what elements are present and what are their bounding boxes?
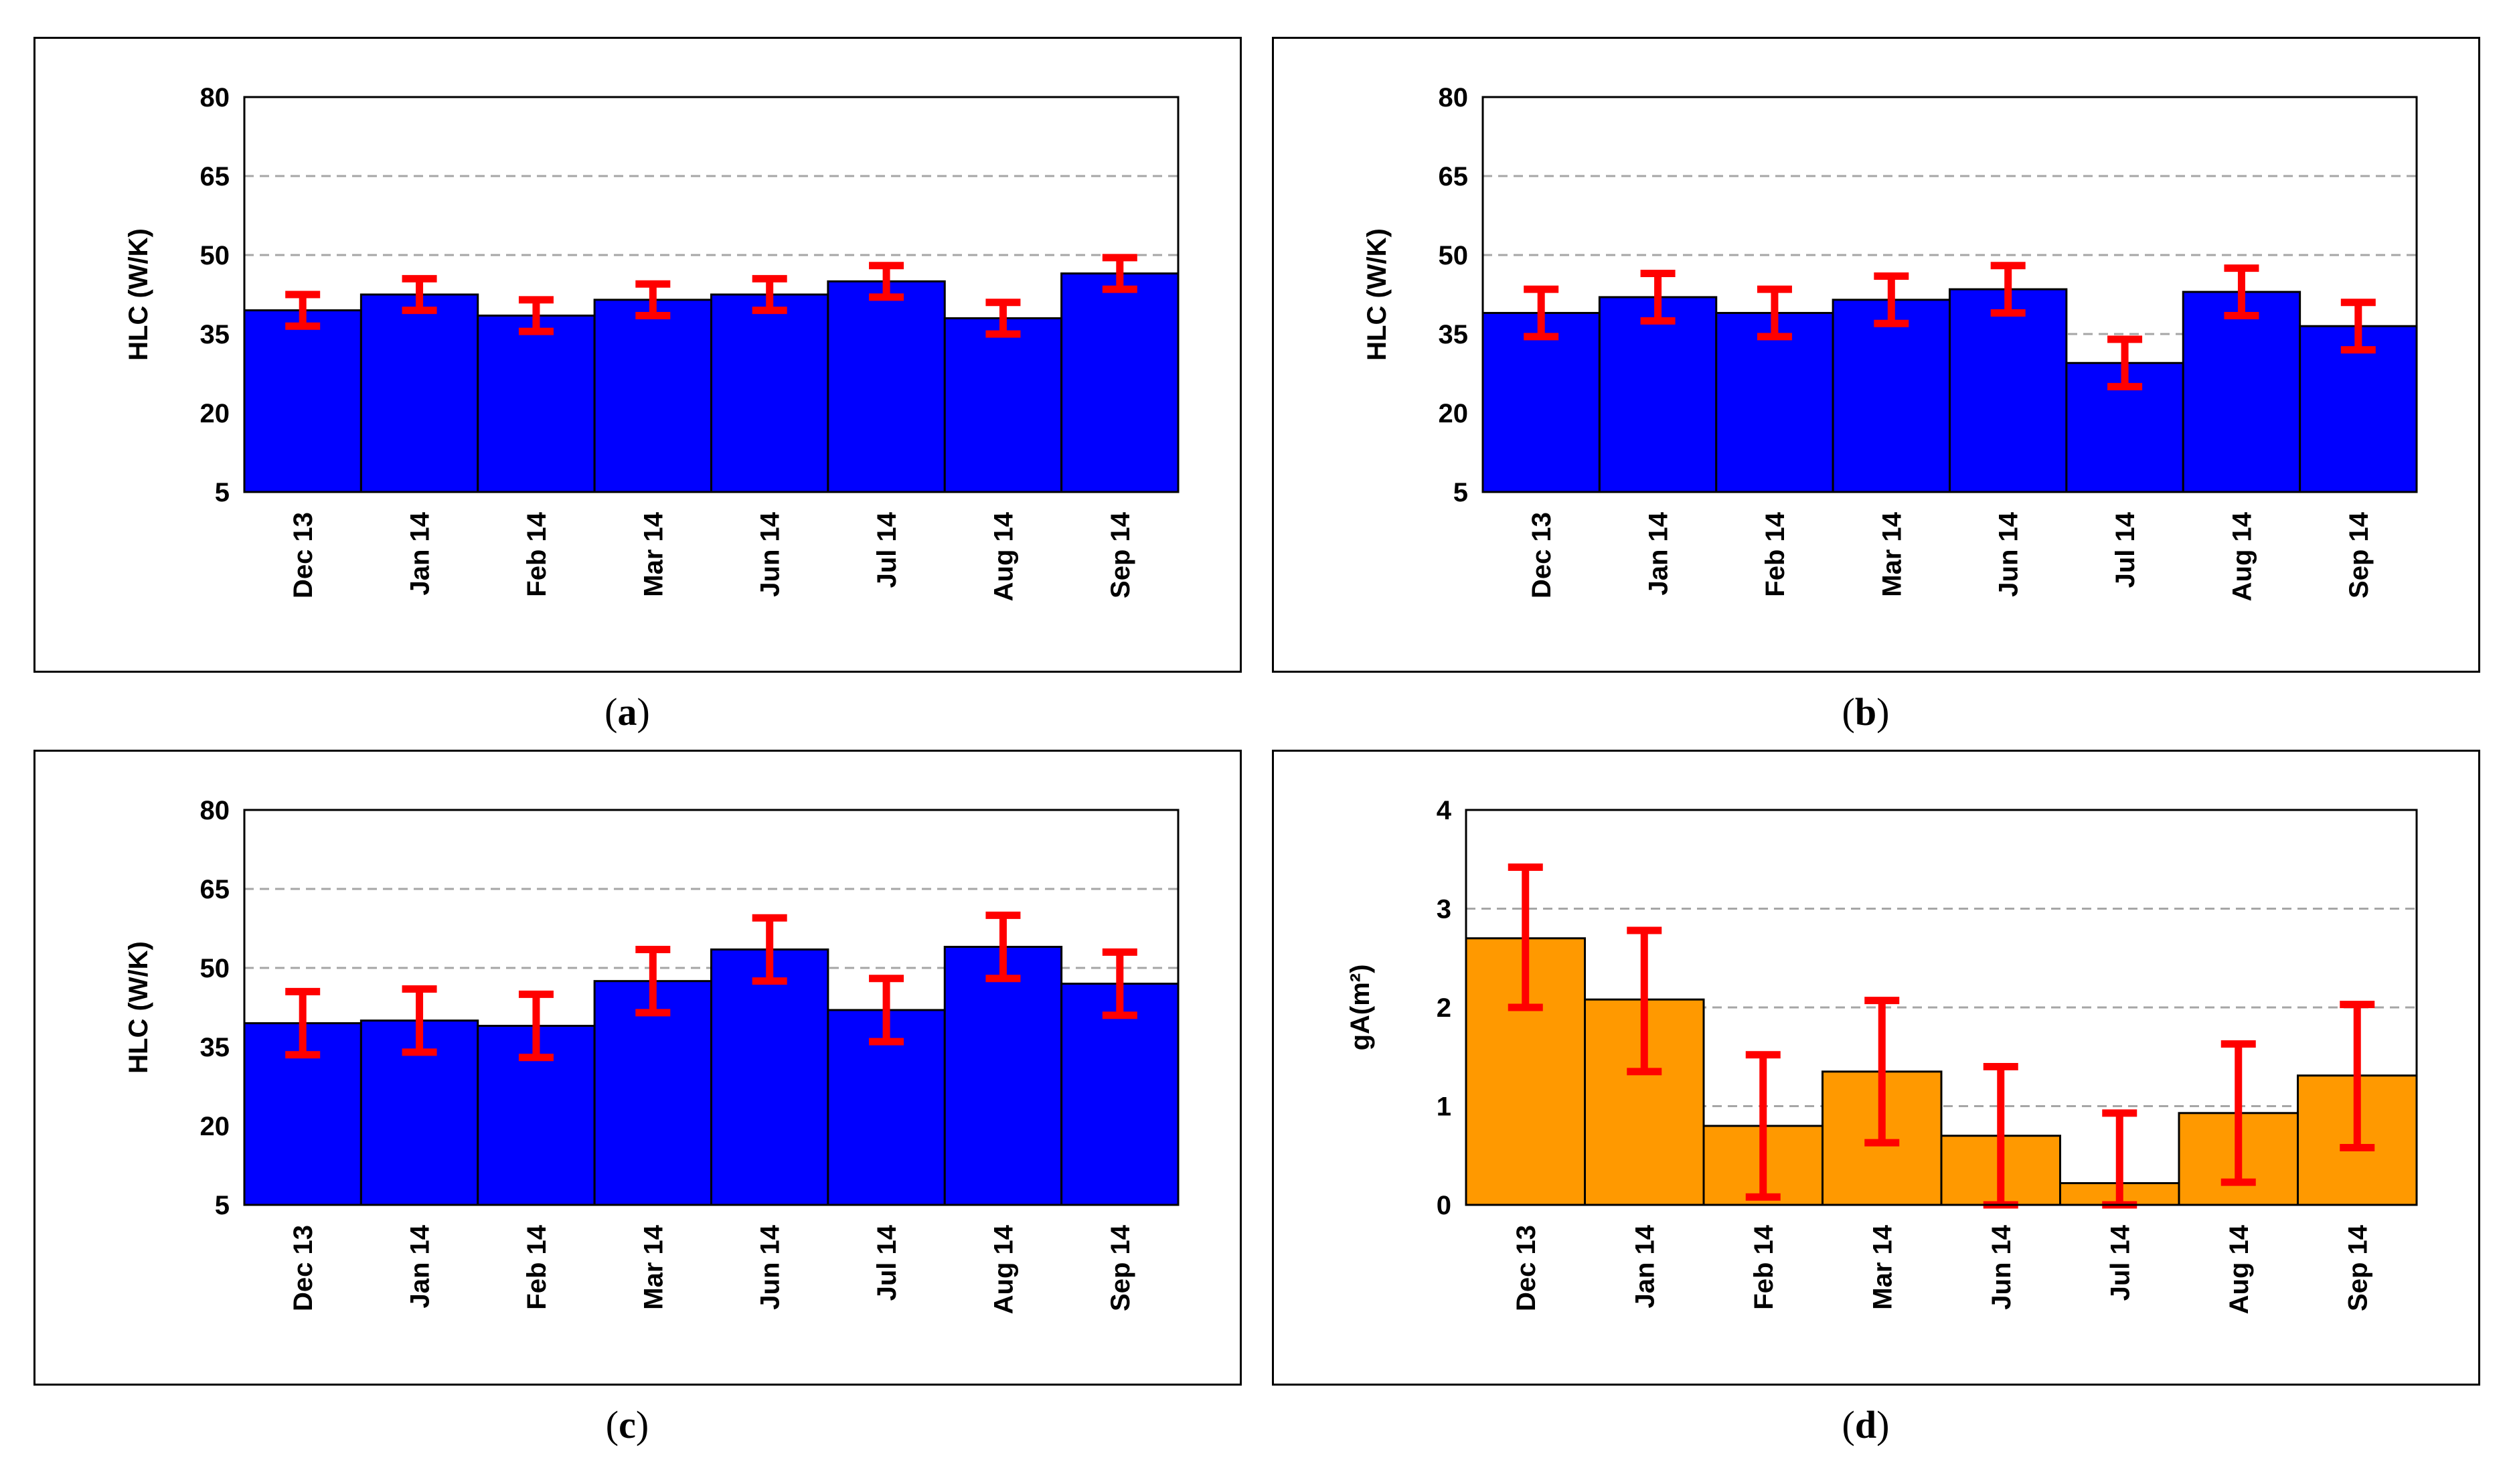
y-tick-label: 20 xyxy=(200,399,230,428)
x-tick-label: Sep 14 xyxy=(2344,511,2374,598)
plot-area xyxy=(1481,96,2418,493)
y-tick-label: 50 xyxy=(200,954,230,983)
y-tick-label: 50 xyxy=(1439,241,1469,270)
chart-a: 5 20 35 50 65 80 Dec 13 Jan 14 Feb 14 Mar 14 Jun 1… xyxy=(124,83,1180,601)
bar xyxy=(477,314,596,493)
x-tick-label: Aug 14 xyxy=(2227,511,2257,601)
y-tick-label: 35 xyxy=(1439,320,1469,349)
y-tick-label: 35 xyxy=(200,320,230,349)
y-tick-label: 80 xyxy=(200,83,230,112)
y-tick-label: 5 xyxy=(215,1191,230,1220)
y-tick-label: 50 xyxy=(200,241,230,270)
x-tick-label: Mar 14 xyxy=(1877,511,1907,596)
bar xyxy=(243,309,362,493)
x-tick-label: Mar 14 xyxy=(639,1224,668,1309)
x-tick-label: Jan 14 xyxy=(406,511,435,595)
y-tick-label: 5 xyxy=(215,478,230,507)
x-tick-label: Jun 14 xyxy=(756,1224,785,1309)
x-tick-label: Mar 14 xyxy=(1868,1224,1897,1309)
y-axis-label: HLC (W/K) xyxy=(124,228,153,361)
x-tick-label: Feb 14 xyxy=(1749,1224,1779,1309)
y-axis-label: HLC (W/K) xyxy=(1362,228,1392,361)
bar xyxy=(943,946,1063,1206)
bar xyxy=(2182,291,2301,493)
bar xyxy=(359,293,479,493)
x-tick-label: Dec 13 xyxy=(289,1225,318,1311)
bar xyxy=(477,1025,596,1206)
x-tick-label: Jul 14 xyxy=(2105,1224,2135,1301)
x-tick-label: Jul 14 xyxy=(2111,511,2140,588)
x-tick-label: Feb 14 xyxy=(1761,511,1790,596)
x-tick-label: Sep 14 xyxy=(1106,511,1135,598)
x-tick-label: Mar 14 xyxy=(639,511,668,596)
x-tick-label: Jan 14 xyxy=(406,1224,435,1308)
y-tick-label: 65 xyxy=(1439,162,1469,191)
caption-b: (b) xyxy=(1842,690,1890,734)
y-tick-label: 3 xyxy=(1437,895,1451,924)
y-tick-label: 0 xyxy=(1437,1191,1451,1220)
plot-area xyxy=(243,809,1180,1206)
chart-c: 5 20 35 50 65 80 Dec 13 Jan 14 Feb 14 Mar 14 Jun 1… xyxy=(124,796,1180,1314)
x-tick-label: Aug 14 xyxy=(2225,1224,2254,1314)
caption-a: (a) xyxy=(604,690,650,734)
bar xyxy=(710,948,829,1206)
x-tick-label: Dec 13 xyxy=(289,512,318,598)
chart-d: 0 1 2 3 4 Dec 13 Jan 14 Feb 14 Mar 14 Jun 14 Jul 1… xyxy=(1346,796,2418,1314)
x-tick-label: Feb 14 xyxy=(522,511,552,596)
caption-d: (d) xyxy=(1842,1403,1890,1447)
x-tick-label: Dec 13 xyxy=(1512,1225,1541,1311)
bar xyxy=(1598,296,1718,493)
bar xyxy=(710,293,829,493)
x-tick-label: Jun 14 xyxy=(1994,511,2024,596)
x-tick-label: Sep 14 xyxy=(2343,1224,2372,1311)
caption-c: (c) xyxy=(605,1403,649,1447)
y-tick-label: 20 xyxy=(200,1112,230,1141)
x-tick-label: Aug 14 xyxy=(989,1224,1018,1314)
bar xyxy=(1715,312,1834,493)
bar xyxy=(1832,299,1951,493)
chart-b: 5 20 35 50 65 80 Dec 13 Jan 14 Feb 14 Mar 14 Jun 1… xyxy=(1362,83,2418,601)
bar xyxy=(593,299,712,493)
y-tick-label: 1 xyxy=(1437,1092,1451,1122)
x-tick-label: Jul 14 xyxy=(872,511,902,588)
y-axis-label: HLC (W/K) xyxy=(124,941,153,1074)
plot-area xyxy=(243,96,1180,493)
x-tick-label: Feb 14 xyxy=(522,1224,552,1309)
x-tick-label: Aug 14 xyxy=(989,511,1018,601)
y-tick-label: 5 xyxy=(1453,478,1468,507)
y-tick-label: 35 xyxy=(200,1033,230,1062)
y-axis-label: gA(m²) xyxy=(1346,965,1375,1051)
y-tick-label: 65 xyxy=(200,162,230,191)
bar xyxy=(593,980,712,1206)
y-tick-label: 80 xyxy=(1439,83,1469,112)
plot-area xyxy=(1465,809,2418,1206)
bar xyxy=(1949,288,2068,493)
x-tick-label: Sep 14 xyxy=(1106,1224,1135,1311)
x-tick-label: Jul 14 xyxy=(872,1224,902,1301)
y-tick-label: 20 xyxy=(1439,399,1469,428)
bar xyxy=(827,280,946,493)
bar xyxy=(943,317,1063,493)
x-tick-label: Dec 13 xyxy=(1527,512,1556,598)
x-tick-label: Jan 14 xyxy=(1630,1224,1660,1308)
y-tick-label: 80 xyxy=(200,796,230,825)
y-tick-label: 65 xyxy=(200,875,230,904)
bar xyxy=(1060,272,1180,493)
x-tick-label: Jun 14 xyxy=(1987,1224,2016,1309)
x-tick-label: Jun 14 xyxy=(756,511,785,596)
y-tick-label: 4 xyxy=(1437,796,1452,825)
y-tick-label: 2 xyxy=(1437,993,1451,1023)
x-tick-label: Jan 14 xyxy=(1644,511,1674,595)
